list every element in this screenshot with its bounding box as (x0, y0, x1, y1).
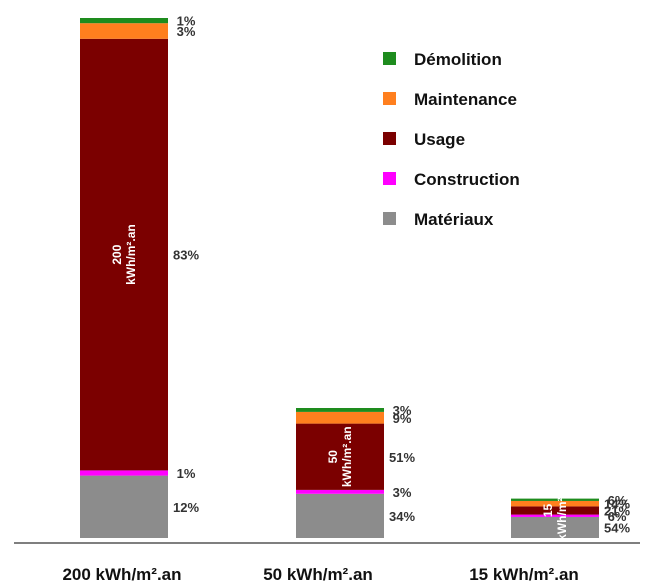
bar-inner-label-0: 200kWh/m².an (110, 224, 138, 285)
bar-segment-materiaux-0 (80, 475, 168, 538)
bar-segment-usage-2 (511, 506, 599, 515)
bar-segment-construction-1 (296, 489, 384, 494)
x-tick-label-1: 50 kWh/m².an (263, 565, 373, 584)
data-label-construction-1: 3% (393, 485, 412, 500)
x-tick-label-2: 15 kWh/m².an (469, 565, 579, 584)
legend-item-demolition: Démolition (383, 50, 502, 69)
data-label-usage-2: 21% (604, 504, 630, 519)
data-label-demolition-1: 3% (393, 403, 412, 418)
legend-label-demolition: Démolition (414, 50, 502, 69)
legend-swatch-maintenance (383, 92, 396, 105)
bar-group-2: 54%6%21%14%6%15kWh/m².an (511, 480, 630, 541)
bar-segment-demolition-2 (511, 498, 599, 501)
bar-segment-usage-0 (80, 38, 168, 471)
legend-label-usage: Usage (414, 130, 465, 149)
bar-group-0: 12%1%83%3%1%200kWh/m².an (80, 14, 199, 538)
bar-segment-materiaux-1 (296, 493, 384, 538)
data-label-materiaux-2: 54% (604, 520, 630, 535)
data-label-maintenance-0: 3% (177, 24, 196, 39)
x-tick-label-0: 200 kWh/m².an (62, 565, 181, 584)
bar-segment-demolition-1 (296, 408, 384, 412)
data-label-demolition-0: 1% (177, 14, 196, 29)
data-label-usage-0: 83% (173, 248, 199, 263)
bar-segment-maintenance-1 (296, 411, 384, 424)
data-label-materiaux-1: 34% (389, 509, 415, 524)
bar-segment-maintenance-2 (511, 500, 599, 507)
data-label-construction-0: 1% (177, 466, 196, 481)
data-label-usage-1: 51% (389, 450, 415, 465)
legend-swatch-materiaux (383, 212, 396, 225)
bar-group-1: 34%3%51%9%3%50kWh/m².an (296, 403, 415, 538)
legend-item-construction: Construction (383, 170, 520, 189)
legend: Démolition Maintenance Usage Construction Ma… (383, 50, 520, 229)
legend-swatch-construction (383, 172, 396, 185)
bar-segment-materiaux-2 (511, 516, 599, 538)
data-label-demolition-2: 6% (608, 493, 627, 508)
data-label-maintenance-1: 9% (393, 411, 412, 426)
legend-label-materiaux: Matériaux (414, 210, 494, 229)
bar-segment-construction-2 (511, 514, 599, 517)
data-label-materiaux-0: 12% (173, 500, 199, 515)
legend-swatch-usage (383, 132, 396, 145)
legend-item-maintenance: Maintenance (383, 90, 517, 109)
bar-segment-construction-0 (80, 470, 168, 476)
bars-group: 12%1%83%3%1%200kWh/m².an34%3%51%9%3%50kW… (80, 14, 630, 541)
bar-segment-demolition-0 (80, 18, 168, 24)
bar-segment-maintenance-0 (80, 23, 168, 39)
legend-label-construction: Construction (414, 170, 520, 189)
bar-inner-label-2: 15kWh/m².an (541, 480, 569, 541)
legend-item-usage: Usage (383, 130, 465, 149)
data-label-construction-2: 6% (608, 509, 627, 524)
legend-swatch-demolition (383, 52, 396, 65)
bar-segment-usage-1 (296, 423, 384, 490)
legend-item-materiaux: Matériaux (383, 210, 494, 229)
bar-inner-label-1: 50kWh/m².an (326, 426, 354, 487)
data-label-maintenance-2: 14% (604, 497, 630, 512)
legend-label-maintenance: Maintenance (414, 90, 517, 109)
